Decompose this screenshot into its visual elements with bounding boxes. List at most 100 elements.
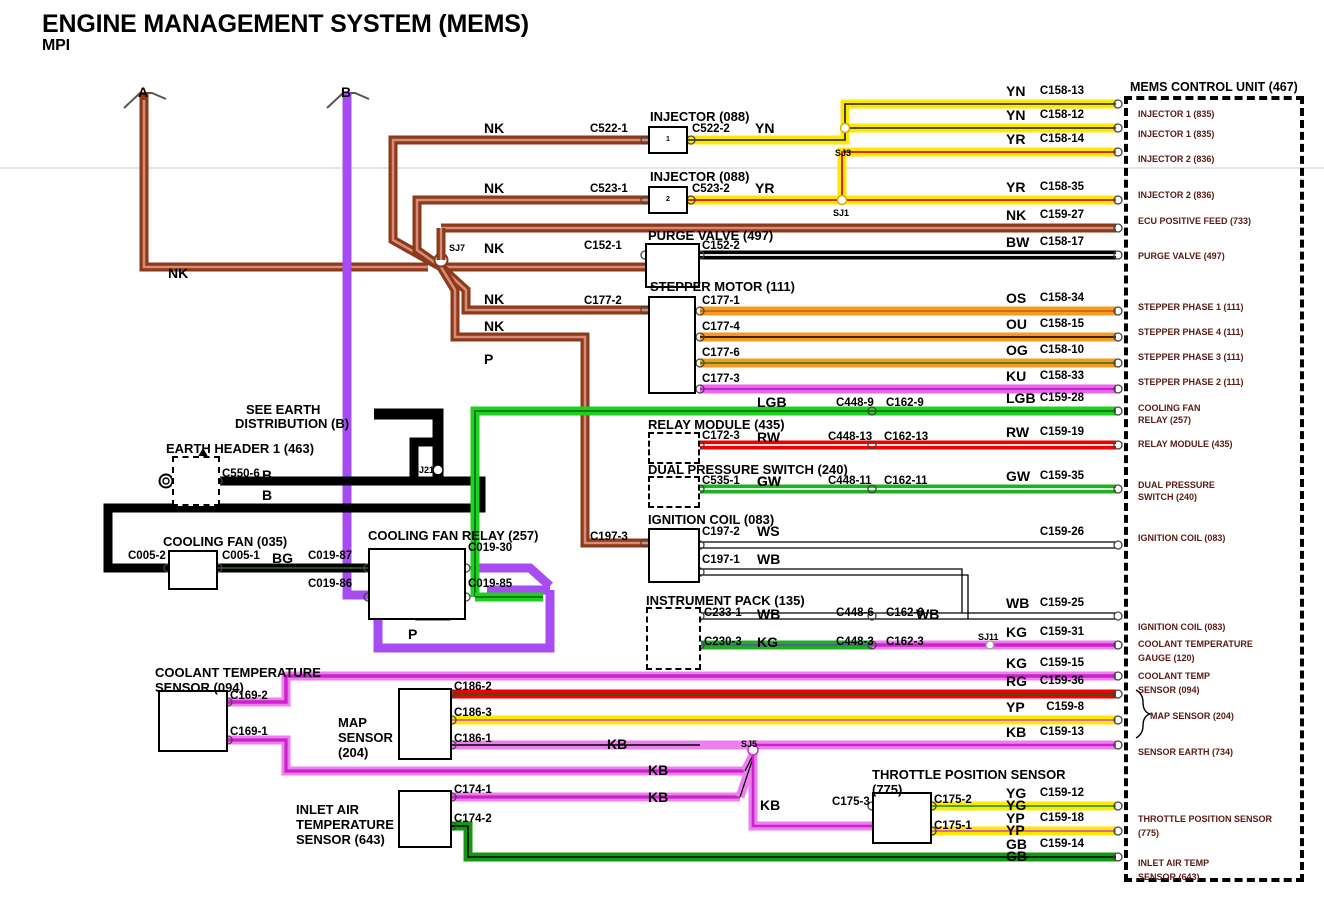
ecu-wire-colour-c159-35: GW [1006,468,1031,484]
splice-label-sj7: SJ7 [449,243,466,253]
ecu-connector-code-c159-12: C159-12 [1039,787,1084,799]
ecu-wire-colour-c158-15: OU [1006,316,1027,332]
stepper-motor-box[interactable] [648,296,696,394]
ecu-function-line-25: INLET AIR TEMP [1138,858,1210,868]
splice-label-sj3: SJ3 [835,148,852,158]
instrument-pack-box[interactable] [646,607,701,670]
injector-2-number: 2 [666,196,670,203]
purge-valve-box[interactable] [645,243,700,288]
code-c233-1: C233-1 [704,607,742,619]
wire-label-kb-map: KB [607,736,628,752]
code-c197-2: C197-2 [702,526,740,538]
code-c162-9: C162-9 [886,397,924,409]
mems-control-unit-box[interactable] [1124,96,1304,882]
wire-label-wb-mid: WB [916,606,940,622]
code-c448-3: C448-3 [836,636,874,648]
wire-label-rw-mid: RW [757,429,781,445]
ecu-wire-colour-c159-14: GB [1006,836,1027,852]
earth-header-box[interactable] [172,456,220,506]
inlet-air-temp-line2: TEMPERATURE [296,817,394,832]
injector-1-box[interactable]: 1 [648,126,688,154]
inlet-air-temp-line1: INLET AIR [296,802,360,817]
wire-yn-injector1 [688,99,1116,145]
code-c174-1: C174-1 [454,784,492,796]
throttle-position-sensor-box[interactable] [872,792,932,844]
ecu-wire-colour-c159-8: YP [1006,699,1025,715]
coolant-temp-sensor-box[interactable] [158,690,228,752]
wire-label-kb-inlet: KB [648,789,669,805]
code-c177-3: C177-3 [702,373,740,385]
code-c522-1: C522-1 [590,123,628,135]
map-sensor-box[interactable] [398,688,452,760]
ecu-connector-code-c159-36: C159-36 [1039,675,1084,687]
wire-label-lgb-mid: LGB [757,394,787,410]
ecu-wire-colour-c159-27: NK [1006,207,1027,223]
ecu-wire-colour-c159-19: RW [1006,424,1030,440]
splice-sj1 [836,194,848,206]
ecu-connector-code-c158-14: C158-14 [1039,133,1084,145]
wire-nk-sj7-branches [388,135,648,548]
ignition-coil-label: IGNITION COIL (083) [648,512,775,527]
ecu-connector-code-c159-26: C159-26 [1039,526,1084,538]
ecu-function-line-5: PURGE VALVE (497) [1138,251,1225,261]
wire-kb-coolant-lower [228,735,745,776]
splice-sj5-legs [735,752,872,831]
ecu-wire-colour-c159-25: WB [1006,595,1030,611]
wire-label-wb-coil: WB [757,551,781,567]
wire-wb-instrumentpack [700,612,968,620]
ecu-connector-code-c159-15: C159-15 [1039,657,1084,669]
splice-label-sj21: SJ21 [413,465,435,475]
ecu-wire-colour-c158-34: OS [1006,290,1027,306]
ecu-wire-colour-c158-35: YR [1006,179,1026,195]
ecu-function-line-2: INJECTOR 2 (836) [1138,154,1215,164]
code-c197-3: C197-3 [590,531,628,543]
splice-label-sj11: SJ11 [978,632,999,642]
injector-1-label: INJECTOR (088) [650,109,750,124]
code-c448-13: C448-13 [828,431,873,443]
ecu-title: MEMS CONTROL UNIT (467) [1130,80,1298,94]
instrument-pack-label: INSTRUMENT PACK (135) [646,593,805,608]
cooling-fan-relay-box[interactable] [368,548,466,620]
wire-label-b-2: B [262,487,273,503]
wire-earth-see-distribution [374,408,444,481]
cooling-fan-label: COOLING FAN (035) [163,534,288,549]
code-c019-86: C019-86 [308,578,353,590]
earth-header-label: EARTH HEADER 1 (463) [166,441,315,456]
ecu-wire-colour-c159-31: KG [1006,624,1027,640]
wire-ws-ignitioncoil [700,541,1116,549]
ecu-wire-colour-c158-13: YN [1006,83,1026,99]
page-subtitle: MPI [42,37,70,54]
code-c230-3: C230-3 [704,636,742,648]
inlet-air-temp-sensor-box[interactable] [398,790,452,848]
wire-label-kb-mid: KB [648,762,669,778]
code-c177-1: C177-1 [702,295,740,307]
wire-label-nk-4: NK [484,291,505,307]
ecu-connector-code-c159-13: C159-13 [1039,726,1084,738]
purge-valve-label: PURGE VALVE (497) [648,228,774,243]
code-c019-85: C019-85 [468,578,513,590]
wire-label-yn-inj1: YN [755,120,775,136]
code-c448-11: C448-11 [828,475,872,487]
cooling-fan-box[interactable] [168,550,218,590]
ecu-function-line-17: COOLANT TEMPERATURE [1138,639,1253,649]
code-c522-2: C522-2 [692,123,730,135]
dual-pressure-switch-box[interactable] [648,476,700,508]
wire-label-ws: WS [757,523,780,539]
ignition-coil-box[interactable] [648,528,700,583]
ecu-connector-code-c158-12: C158-12 [1039,109,1084,121]
code-c186-3: C186-3 [454,707,492,719]
injector-2-box[interactable]: 2 [648,186,688,214]
ecu-connector-code-c159-35: C159-35 [1039,470,1084,482]
wire-label-gw-mid: GW [757,473,782,489]
code-c152-2: C152-2 [702,240,740,252]
ecu-function-line-3: INJECTOR 2 (836) [1138,190,1215,200]
relay-module-box[interactable] [648,432,700,464]
ecu-function-line-18: GAUGE (120) [1138,653,1195,663]
see-earth-line2: DISTRIBUTION (B) [235,416,350,431]
ecu-wire-colour-c159-28: LGB [1006,390,1036,406]
code-c175-3: C175-3 [832,796,870,808]
splice-sj21 [432,464,444,476]
sheet-ref-b: B [341,84,352,100]
